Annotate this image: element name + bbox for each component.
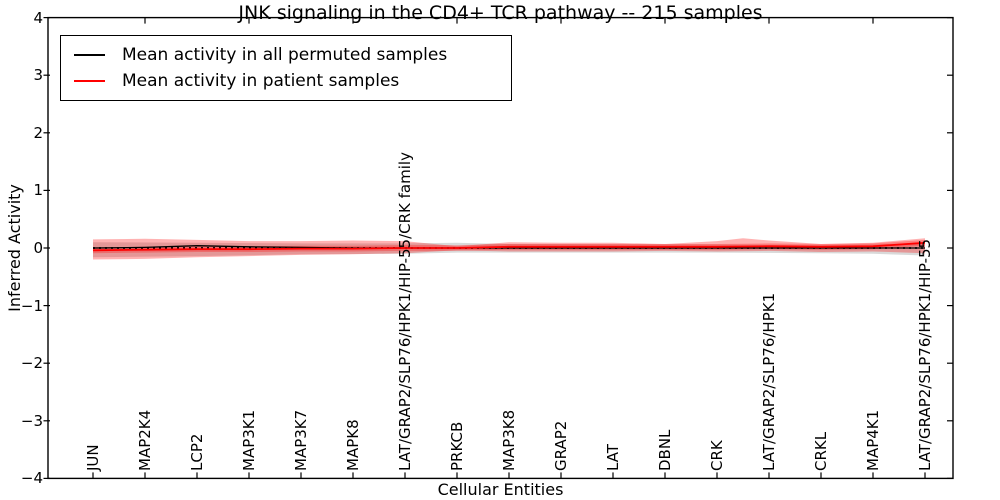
legend-line-black-swatch [74,54,105,56]
x-axis-label: Cellular Entities [437,480,564,499]
x-tick-label: GRAP2 [552,420,570,471]
x-tick-label: LAT/GRAP2/SLP76/HPK1/HIP-55 [916,238,934,471]
legend-line-red-swatch [74,80,105,82]
x-tick-label: MAP3K1 [240,409,258,471]
x-tick-label: DBNL [656,429,674,471]
legend: Mean activity in all permuted samples Me… [60,35,512,101]
x-tick-label: LAT [604,444,622,471]
y-tick-label: −1 [20,296,43,315]
patient-band [93,238,925,260]
legend-item-patient: Mean activity in patient samples [74,68,511,94]
y-tick-label: −4 [20,469,43,488]
chart-title: JNK signaling in the CD4+ TCR pathway --… [238,2,763,24]
x-tick-label: LCP2 [188,433,206,471]
y-tick-label: 4 [33,8,43,27]
y-tick-label: −2 [20,354,43,373]
legend-item-permuted: Mean activity in all permuted samples [74,42,511,68]
y-tick-label: −3 [20,411,43,430]
legend-label-patient: Mean activity in patient samples [122,71,400,91]
x-tick-label: MAP4K1 [864,409,882,471]
y-tick-label: 1 [33,181,43,200]
x-tick-label: JUN [84,444,102,471]
x-tick-label: CRKL [812,431,830,471]
x-tick-label: LAT/GRAP2/SLP76/HPK1 [760,292,778,471]
x-tick-label: LAT/GRAP2/SLP76/HPK1/HIP-55/CRK family [396,152,414,471]
x-tick-label: MAP2K4 [136,409,154,471]
x-tick-label: MAPK8 [344,419,362,471]
x-tick-label: PRKCB [448,421,466,471]
y-tick-label: 3 [33,66,43,85]
x-tick-label: MAP3K7 [292,409,310,471]
y-tick-label: 2 [33,123,43,142]
y-tick-label: 0 [33,239,43,257]
legend-label-permuted: Mean activity in all permuted samples [122,45,448,65]
x-tick-label: MAP3K8 [500,409,518,471]
patient-mean-line [92,241,926,252]
x-tick-label: CRK [708,440,726,471]
